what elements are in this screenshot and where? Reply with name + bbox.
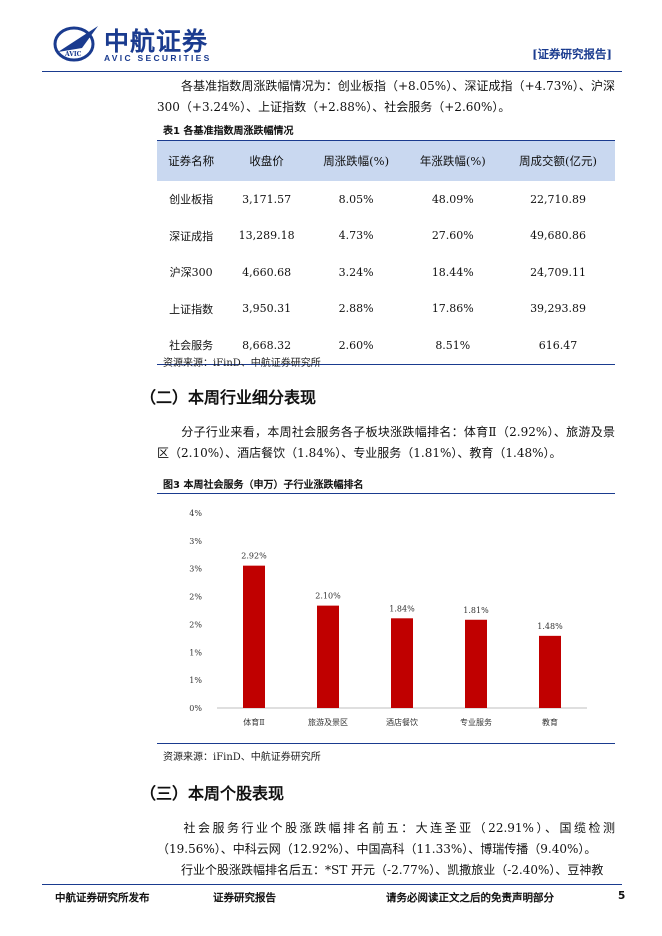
data-label: 1.81% <box>463 606 489 615</box>
table-cell: 3,950.31 <box>242 302 292 316</box>
table-cell: 8,668.32 <box>225 327 308 365</box>
x-tick-label: 专业服务 <box>460 717 492 727</box>
bar <box>465 619 487 708</box>
section3-text2: 行业个股涨跌幅排名后五：*ST 开元（-2.77%）、凯撒旅业（-2.40%）、… <box>181 863 604 877</box>
table-cell: 创业板指 <box>169 193 214 207</box>
logo-badge-text: AVIC <box>64 51 82 58</box>
y-tick-label: 2% <box>189 593 202 602</box>
table-cell: 17.86% <box>431 302 474 316</box>
company-logo: AVIC 中航证券 AVIC SECURITIES <box>52 22 232 64</box>
figure-bottom-rule <box>157 743 615 744</box>
x-tick-label: 教育 <box>542 717 558 727</box>
table-cell: 13,289.18 <box>238 229 295 243</box>
y-tick-label: 3% <box>189 537 202 546</box>
table-cell: 49,680.86 <box>530 229 587 243</box>
table-row: 社会服务 8,668.32 2.60% 8.51% 616.47 <box>157 327 615 365</box>
bar <box>539 635 561 708</box>
figure3-source: 资源来源：iFinD、中航证券研究所 <box>163 752 321 763</box>
table-cell: 18.44% <box>431 265 474 279</box>
table-header-cell: 周涨跌幅(%) <box>307 140 405 181</box>
section3-text1: 社会服务行业个股涨跌幅排名前五：大连圣亚（22.91%）、国缆检测（19.56%… <box>157 821 615 856</box>
index-table: 证券名称 收盘价 周涨跌幅(%) 年涨跌幅(%) 周成交额(亿元) 创业板指 3… <box>157 140 615 365</box>
table-header-row: 证券名称 收盘价 周涨跌幅(%) 年涨跌幅(%) 周成交额(亿元) <box>157 140 615 181</box>
table-cell: 2.88% <box>338 302 374 316</box>
table-cell: 3.24% <box>338 265 374 279</box>
table-cell: 22,710.89 <box>530 192 587 206</box>
section3-paragraph1: 社会服务行业个股涨跌幅排名前五：大连圣亚（22.91%）、国缆检测（19.56%… <box>157 818 615 860</box>
bar <box>243 565 265 708</box>
table1-source: 资源来源：iFinD、中航证券研究所 <box>163 358 321 369</box>
table-cell: 616.47 <box>501 327 615 365</box>
section3-paragraph2: 行业个股涨跌幅排名后五：*ST 开元（-2.77%）、凯撒旅业（-2.40%）、… <box>157 860 615 881</box>
logo-title: 中航证券 <box>104 27 209 56</box>
bar <box>391 618 413 708</box>
page-number: 5 <box>618 890 626 902</box>
y-tick-label: 1% <box>189 648 202 657</box>
table-cell: 8.05% <box>338 192 374 206</box>
table-cell: 社会服务 <box>157 327 226 365</box>
figure3-caption: 图3 本周社会服务（申万）子行业涨跌幅排名 <box>163 480 364 491</box>
footer-disclaimer: 请务必阅读正文之后的免责声明部分 <box>386 892 554 904</box>
x-tick-label: 旅游及景区 <box>308 717 348 727</box>
y-tick-label: 3% <box>189 565 202 574</box>
table-cell: 2.60% <box>307 327 405 365</box>
table-cell: 24,709.11 <box>530 265 587 279</box>
y-tick-label: 2% <box>189 620 202 629</box>
figure-top-rule <box>157 493 615 494</box>
table-row: 沪深300 4,660.68 3.24% 18.44% 24,709.11 <box>157 254 615 291</box>
table-header-cell: 周成交额(亿元) <box>501 140 615 181</box>
bar-chart-svg: 0% 1% 1% 2% 2% 3% 3% 4% 2.92% 体育Ⅱ 2.10% 旅游及景区 1.84% 酒… <box>189 509 587 727</box>
section2-title: （二）本周行业细分表现 <box>140 388 317 407</box>
table-cell: 深证成指 <box>169 229 214 243</box>
avic-logo-icon: AVIC <box>53 26 98 62</box>
table-cell: 48.09% <box>431 192 474 206</box>
table-cell: 沪深300 <box>169 266 213 280</box>
section2-paragraph: 分子行业来看，本周社会服务各子板块涨跌幅排名：体育Ⅱ（2.92%）、旅游及景区（… <box>157 422 615 464</box>
y-tick-label: 0% <box>189 704 202 713</box>
x-tick-label: 体育Ⅱ <box>243 717 264 727</box>
table-cell: 上证指数 <box>169 302 214 316</box>
footer-publisher: 中航证券研究所发布 <box>55 892 150 904</box>
intro-text: 各基准指数周涨跌幅情况为：创业板指（+8.05%）、深证成指（+4.73%）、沪… <box>157 79 615 114</box>
section3-title: （三）本周个股表现 <box>140 784 285 803</box>
footer-divider <box>42 884 622 885</box>
table-cell: 4,660.68 <box>242 265 292 279</box>
table-row: 创业板指 3,171.57 8.05% 48.09% 22,710.89 <box>157 181 615 218</box>
intro-paragraph: 各基准指数周涨跌幅情况为：创业板指（+8.05%）、深证成指（+4.73%）、沪… <box>157 76 615 118</box>
data-label: 2.10% <box>315 592 341 601</box>
y-tick-label: 4% <box>189 509 202 518</box>
table-cell: 3,171.57 <box>242 192 292 206</box>
bar <box>317 605 339 708</box>
section2-text: 分子行业来看，本周社会服务各子板块涨跌幅排名：体育Ⅱ（2.92%）、旅游及景区（… <box>157 425 615 460</box>
table-row: 深证成指 13,289.18 4.73% 27.60% 49,680.86 <box>157 218 615 255</box>
bar-chart: 0% 1% 1% 2% 2% 3% 3% 4% 2.92% 体育Ⅱ 2.10% 旅游及景区 1.84% 酒… <box>157 494 615 740</box>
data-label: 2.92% <box>241 552 267 561</box>
data-label: 1.48% <box>537 622 563 631</box>
table1-caption: 表1 各基准指数周涨跌幅情况 <box>163 126 294 137</box>
report-type-tag: [证券研究报告] <box>532 47 612 61</box>
table-cell: 39,293.89 <box>530 302 587 316</box>
footer-report-type: 证券研究报告 <box>213 892 276 904</box>
data-label: 1.84% <box>389 604 415 613</box>
table-header-cell: 年涨跌幅(%) <box>404 140 502 181</box>
logo-subtitle: AVIC SECURITIES <box>104 53 212 63</box>
table-row: 上证指数 3,950.31 2.88% 17.86% 39,293.89 <box>157 291 615 328</box>
y-tick-label: 1% <box>189 676 202 685</box>
x-tick-label: 酒店餐饮 <box>386 717 418 727</box>
table-cell: 4.73% <box>338 229 374 243</box>
table-cell: 8.51% <box>404 327 502 365</box>
header-divider <box>42 71 622 72</box>
table-header-cell: 证券名称 <box>157 140 226 181</box>
table-cell: 27.60% <box>431 229 474 243</box>
table-header-cell: 收盘价 <box>225 140 308 181</box>
